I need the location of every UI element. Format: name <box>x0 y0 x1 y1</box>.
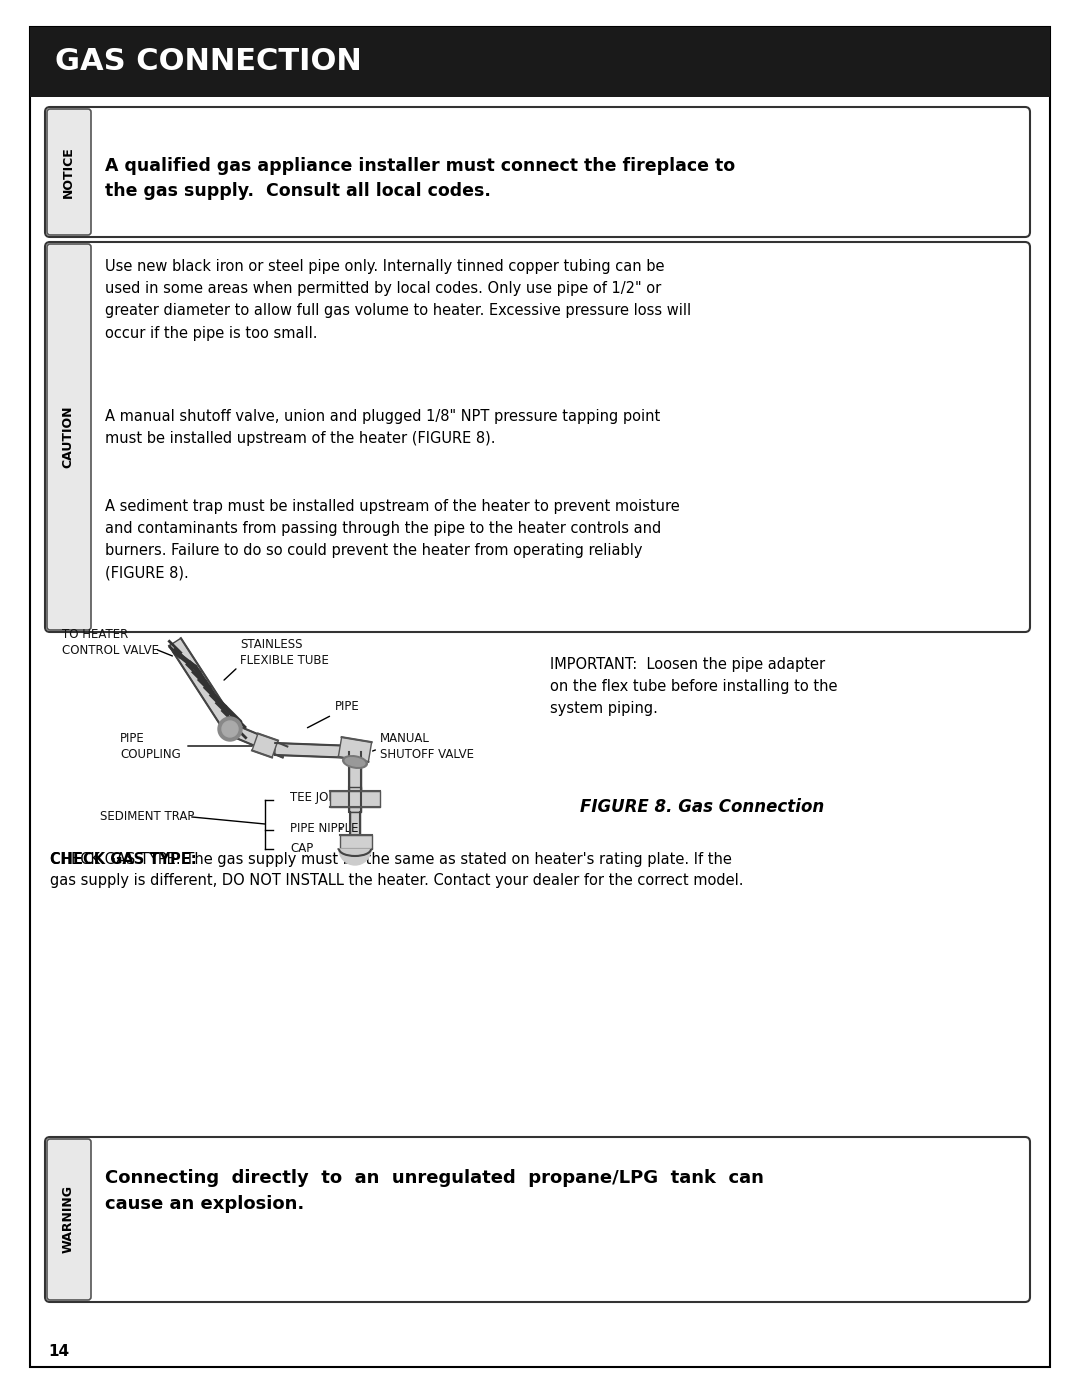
FancyBboxPatch shape <box>30 27 1050 1368</box>
Polygon shape <box>349 752 361 802</box>
FancyBboxPatch shape <box>48 244 91 630</box>
Text: TO HEATER
CONTROL VALVE: TO HEATER CONTROL VALVE <box>62 627 159 657</box>
FancyBboxPatch shape <box>30 27 1050 96</box>
Text: PIPE NIPPLE: PIPE NIPPLE <box>291 823 359 835</box>
Text: STAINLESS
FLEXIBLE TUBE: STAINLESS FLEXIBLE TUBE <box>240 637 329 666</box>
Circle shape <box>222 721 238 738</box>
Polygon shape <box>170 638 235 731</box>
Text: Use new black iron or steel pipe only. Internally tinned copper tubing can be
us: Use new black iron or steel pipe only. I… <box>105 258 691 341</box>
Text: TEE JOINT: TEE JOINT <box>291 791 348 803</box>
Text: A manual shutoff valve, union and plugged 1/8" NPT pressure tapping point
must b: A manual shutoff valve, union and plugge… <box>105 409 660 446</box>
Text: GAS CONNECTION: GAS CONNECTION <box>55 47 362 77</box>
Circle shape <box>218 717 242 740</box>
Polygon shape <box>338 738 372 761</box>
Text: Connecting  directly  to  an  unregulated  propane/LPG  tank  can
cause an explo: Connecting directly to an unregulated pr… <box>105 1169 764 1214</box>
Text: NOTICE: NOTICE <box>62 147 75 198</box>
FancyBboxPatch shape <box>45 242 1030 631</box>
Text: CHECK GAS TYPE: The gas supply must be the same as stated on heater's rating pla: CHECK GAS TYPE: The gas supply must be t… <box>50 852 743 888</box>
Text: CHECK GAS TYPE:: CHECK GAS TYPE: <box>50 852 197 868</box>
Polygon shape <box>340 835 372 849</box>
Polygon shape <box>228 724 287 757</box>
Text: MANUAL
SHUTOFF VALVE: MANUAL SHUTOFF VALVE <box>380 732 474 761</box>
Ellipse shape <box>346 757 365 767</box>
Text: SEDIMENT TRAP: SEDIMENT TRAP <box>100 810 194 823</box>
Text: PIPE
COUPLING: PIPE COUPLING <box>120 732 180 761</box>
Text: FIGURE 8. Gas Connection: FIGURE 8. Gas Connection <box>580 798 824 816</box>
FancyBboxPatch shape <box>48 1139 91 1301</box>
Text: CAP: CAP <box>291 842 313 855</box>
FancyBboxPatch shape <box>45 108 1030 237</box>
Text: WARNING: WARNING <box>62 1185 75 1253</box>
Ellipse shape <box>342 756 367 768</box>
FancyBboxPatch shape <box>48 109 91 235</box>
Text: A sediment trap must be installed upstream of the heater to prevent moisture
and: A sediment trap must be installed upstre… <box>105 499 679 581</box>
Text: CAUTION: CAUTION <box>62 405 75 468</box>
Polygon shape <box>252 733 278 757</box>
Polygon shape <box>274 743 355 759</box>
Wedge shape <box>339 849 372 865</box>
Text: A qualified gas appliance installer must connect the fireplace to
the gas supply: A qualified gas appliance installer must… <box>105 156 735 200</box>
Text: IMPORTANT:  Loosen the pipe adapter
on the flex tube before installing to the
sy: IMPORTANT: Loosen the pipe adapter on th… <box>550 657 837 717</box>
Polygon shape <box>350 812 360 840</box>
Polygon shape <box>349 787 361 812</box>
FancyBboxPatch shape <box>45 1137 1030 1302</box>
Text: PIPE: PIPE <box>335 700 360 714</box>
Text: 14: 14 <box>48 1344 69 1359</box>
Polygon shape <box>330 791 380 807</box>
